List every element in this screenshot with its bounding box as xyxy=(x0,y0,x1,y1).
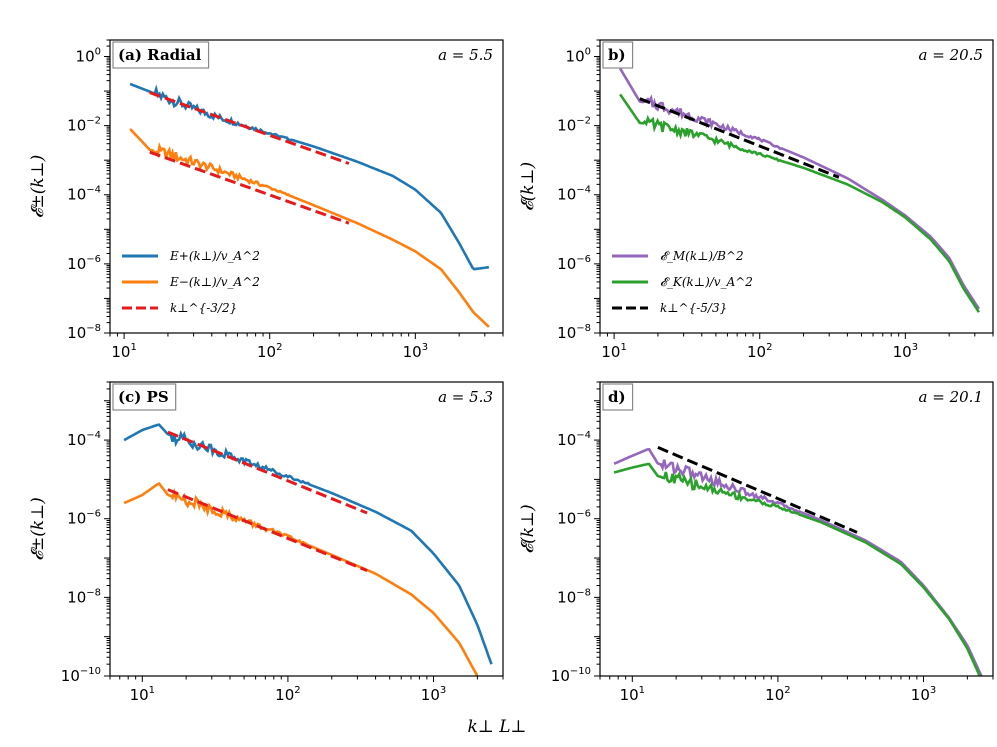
y-tick-label: 10−8 xyxy=(557,587,591,606)
y-tick-label: 10−4 xyxy=(557,185,591,204)
y-tick-label: 100 xyxy=(76,46,101,65)
panel-label: d) xyxy=(608,388,626,406)
x-tick-label: 103 xyxy=(421,685,446,704)
series-line xyxy=(129,128,490,328)
series-line xyxy=(619,93,980,313)
series-line xyxy=(167,430,368,515)
plot-frame xyxy=(599,39,994,334)
x-tick-label: 102 xyxy=(275,685,300,704)
series-line xyxy=(123,482,479,676)
legend-label: k⊥^{-3/2} xyxy=(170,301,237,315)
chart-panel-4: 101 102 103 10−4 10−6 10−8 10−10 𝓔(k⊥) d) a = 20.… xyxy=(518,381,994,704)
y-tick-label: 10−8 xyxy=(67,323,101,342)
x-tick-label: 103 xyxy=(911,685,936,704)
legend-label: E+(k⊥)/v_A^2 xyxy=(169,249,260,263)
x-tick-label: 101 xyxy=(601,342,626,361)
x-tick-label: 101 xyxy=(620,685,645,704)
x-tick-label: 102 xyxy=(257,342,282,361)
panel-label-box xyxy=(112,41,210,69)
series-line xyxy=(613,462,982,676)
y-tick-label: 10−6 xyxy=(557,509,591,528)
y-tick-label: 10−10 xyxy=(61,666,101,685)
legend-label: 𝓔_M(k⊥)/B^2 xyxy=(660,249,744,263)
y-axis-label: 𝓔±(k⊥) xyxy=(28,155,48,219)
series-line xyxy=(149,91,350,165)
y-tick-label: 10−8 xyxy=(557,323,591,342)
y-tick-label: 10−4 xyxy=(67,185,101,204)
y-tick-label: 100 xyxy=(566,46,591,65)
legend-label: 𝓔_K(k⊥)/v_A^2 xyxy=(660,275,753,289)
y-tick-label: 10−6 xyxy=(67,509,101,528)
panel-label-box xyxy=(602,41,634,69)
panel-label-box xyxy=(112,383,177,411)
y-axis-label: 𝓔(k⊥) xyxy=(518,162,538,211)
y-axis-label: 𝓔(k⊥) xyxy=(518,504,538,553)
series-line xyxy=(657,446,858,534)
panel-label: (a) Radial xyxy=(118,46,202,64)
panel-label: b) xyxy=(608,46,626,64)
panel-annotation: a = 5.5 xyxy=(438,46,493,64)
series-line xyxy=(618,67,980,310)
chart-panel-3: 101 102 103 10−4 10−6 10−8 10−10 𝓔±(k⊥) (c) PS a … xyxy=(28,381,504,704)
series-line xyxy=(167,488,368,572)
panel-annotation: a = 5.3 xyxy=(438,388,493,406)
plot-frame xyxy=(599,381,994,677)
y-tick-label: 10−4 xyxy=(67,430,101,449)
x-axis-label: k⊥ L⊥ xyxy=(468,717,527,737)
legend: E+(k⊥)/v_A^2 E−(k⊥)/v_A^2 k⊥^{-3/2} xyxy=(122,249,260,315)
legend: 𝓔_M(k⊥)/B^2 𝓔_K(k⊥)/v_A^2 k⊥^{-5/3} xyxy=(612,249,753,315)
x-tick-label: 103 xyxy=(893,342,918,361)
y-axis-label: 𝓔±(k⊥) xyxy=(28,497,48,561)
plot-frame xyxy=(109,39,504,334)
x-tick-label: 101 xyxy=(111,342,136,361)
y-tick-label: 10−10 xyxy=(551,666,591,685)
series-line xyxy=(613,447,983,676)
x-tick-label: 102 xyxy=(747,342,772,361)
chart-panel-1: 101 102 103 100 10−2 10−4 10−6 10−8 𝓔±(k⊥) (a) Ra… xyxy=(28,39,504,361)
x-tick-label: 103 xyxy=(403,342,428,361)
panel-label: (c) PS xyxy=(118,388,169,406)
plot-frame xyxy=(109,381,504,677)
y-tick-label: 10−6 xyxy=(67,254,101,273)
series-line xyxy=(129,82,490,271)
y-tick-label: 10−8 xyxy=(67,587,101,606)
x-tick-label: 102 xyxy=(765,685,790,704)
x-tick-label: 101 xyxy=(130,685,155,704)
y-tick-label: 10−2 xyxy=(67,116,101,135)
y-tick-label: 10−6 xyxy=(557,254,591,273)
panel-label-box xyxy=(602,383,634,411)
chart-panel-2: 101 102 103 100 10−2 10−4 10−6 10−8 𝓔(k⊥) b) a = 2… xyxy=(518,39,994,361)
y-tick-label: 10−2 xyxy=(557,116,591,135)
series-line xyxy=(149,150,350,225)
legend-label: k⊥^{-5/3} xyxy=(660,301,727,315)
series-line xyxy=(639,97,840,179)
y-tick-label: 10−4 xyxy=(557,430,591,449)
panel-annotation: a = 20.1 xyxy=(919,388,983,406)
panel-annotation: a = 20.5 xyxy=(919,46,983,64)
legend-label: E−(k⊥)/v_A^2 xyxy=(169,275,260,289)
